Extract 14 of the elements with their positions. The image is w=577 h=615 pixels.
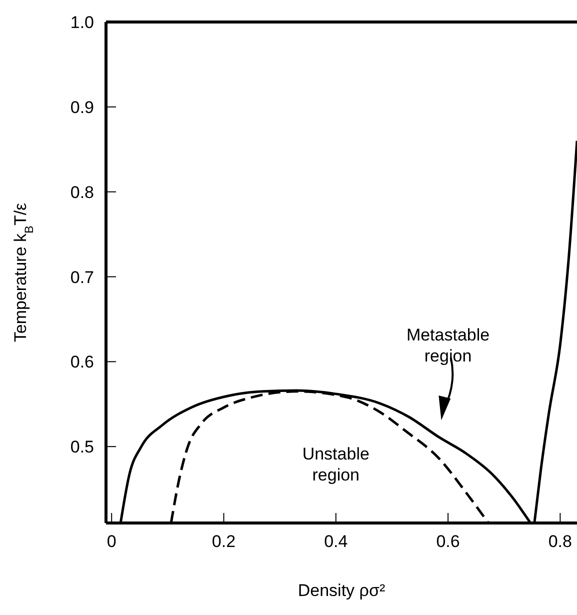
annotation: Metastable region — [406, 325, 490, 366]
y-tick-label: 0.5 — [70, 438, 94, 457]
annotation: Unstable region — [302, 444, 370, 484]
x-axis-title: Density ρσ² — [298, 581, 386, 600]
y-tick-label: 1.0 — [70, 13, 94, 32]
x-tick-label: 0 — [106, 532, 116, 552]
x-tick-label: 0.6 — [436, 532, 460, 552]
y-tick-label: 0.9 — [70, 98, 94, 117]
x-tick-label: 0.2 — [212, 532, 236, 552]
x-tick-label: 0.8 — [548, 532, 572, 552]
y-tick-label: 0.6 — [70, 352, 94, 372]
y-tick-label: 0.7 — [70, 268, 94, 287]
y-tick-label: 0.8 — [70, 182, 94, 202]
x-tick-label: 0.4 — [324, 532, 348, 552]
